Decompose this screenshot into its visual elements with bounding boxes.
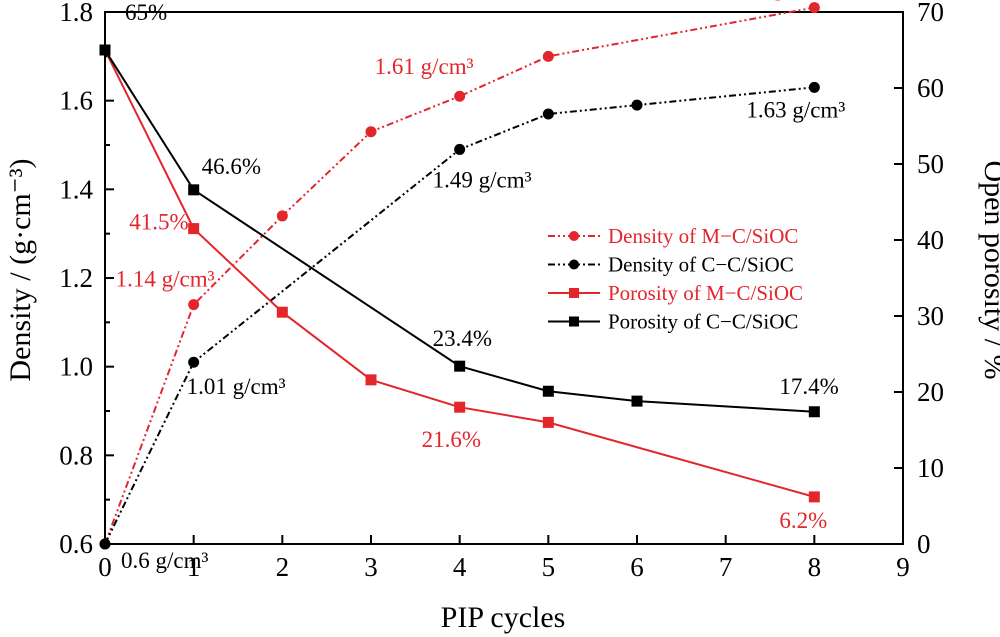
x-tick-label: 6 <box>630 552 644 582</box>
x-tick-label: 3 <box>364 552 378 582</box>
series-point-2 <box>276 306 288 318</box>
legend: Density of M−C/SiOC Density of C−C/SiOC Po… <box>548 224 803 334</box>
series-point-3 <box>454 360 466 372</box>
series-point-2 <box>808 491 820 503</box>
series-point-2 <box>542 416 554 428</box>
series-point-1 <box>808 81 820 93</box>
series-point-0 <box>808 2 820 14</box>
plot-frame <box>104 11 904 545</box>
data-label: 6.2% <box>779 508 827 533</box>
data-label: 23.4% <box>433 326 492 351</box>
y-right-tick-label: 20 <box>917 377 944 407</box>
series-point-0 <box>454 90 466 102</box>
y-right-tick-label: 30 <box>917 301 944 331</box>
series-point-1 <box>631 99 643 111</box>
series-point-1 <box>99 538 111 550</box>
y-left-tick-label: 1.0 <box>59 352 93 382</box>
series-line-3 <box>104 49 815 413</box>
x-tick-label: 4 <box>453 552 467 582</box>
x-tick-label: 2 <box>276 552 290 582</box>
y-left-tick-label: 1.2 <box>59 263 93 293</box>
y-right-tick-label: 0 <box>917 529 931 559</box>
y-right-axis-title: Open porosity / % <box>978 160 1000 379</box>
x-tick-label: 9 <box>896 552 910 582</box>
series-point-0 <box>542 50 554 62</box>
y-right-tick-label: 60 <box>917 73 944 103</box>
annotation-layer: 65% 46.6% 41.5% 1.14 g/cm³ 1.01 g/cm³ 1.61 g/… <box>116 0 846 573</box>
y-left-tick-label: 1.6 <box>59 86 93 116</box>
data-label: 65% <box>125 0 167 25</box>
y-left-tick-label: 0.8 <box>59 440 93 470</box>
legend-label-3: Porosity of C−C/SiOC <box>608 310 798 334</box>
series-point-1 <box>454 143 466 155</box>
legend-marker-2 <box>569 288 579 298</box>
y-right-tick-label: 50 <box>917 149 944 179</box>
x-tick-label: 8 <box>808 552 822 582</box>
x-tick-label: 7 <box>719 552 733 582</box>
data-label: 46.6% <box>202 154 261 179</box>
legend-marker-0 <box>569 231 579 241</box>
series-point-1 <box>188 356 200 368</box>
legend-label-0: Density of M−C/SiOC <box>608 224 798 248</box>
series-point-0 <box>365 126 377 138</box>
y-left-tick-label: 1.8 <box>59 0 93 27</box>
y-right-tick-label: 10 <box>917 453 944 483</box>
series-point-0 <box>188 299 200 311</box>
legend-label-1: Density of C−C/SiOC <box>608 253 794 277</box>
series-point-2 <box>188 223 200 235</box>
data-label: 41.5% <box>129 210 188 235</box>
series-point-2 <box>365 374 377 386</box>
series-point-3 <box>188 184 200 196</box>
x-tick-label: 0 <box>98 552 112 582</box>
data-label: 1.81 g/cm³ <box>726 0 825 1</box>
y-left-tick-label: 0.6 <box>59 529 93 559</box>
series-point-3 <box>542 385 554 397</box>
y-left-tick-label: 1.4 <box>59 174 93 204</box>
series-point-0 <box>276 210 288 222</box>
data-label: 1.01 g/cm³ <box>187 374 286 399</box>
data-label: 21.6% <box>422 427 481 452</box>
data-label: 17.4% <box>779 374 838 399</box>
legend-marker-3 <box>569 316 579 327</box>
y-left-axis-title: Density / (g·cm⁻³) <box>4 158 37 381</box>
data-label: 1.49 g/cm³ <box>433 167 532 192</box>
data-label: 1.14 g/cm³ <box>116 267 215 292</box>
data-label: 0.6 g/cm³ <box>121 548 208 573</box>
series-point-3 <box>99 44 111 56</box>
x-axis-title: PIP cycles <box>441 601 566 634</box>
legend-label-2: Porosity of M−C/SiOC <box>608 281 803 305</box>
x-tick-label: 1 <box>187 552 201 582</box>
y-right-tick-label: 70 <box>917 0 944 27</box>
data-label: 1.63 g/cm³ <box>746 97 845 122</box>
series-line-1 <box>104 86 815 545</box>
series-point-3 <box>808 406 820 418</box>
data-label: 1.61 g/cm³ <box>375 54 474 79</box>
y-right-tick-label: 40 <box>917 225 944 255</box>
legend-marker-1 <box>569 259 579 270</box>
x-tick-label: 5 <box>542 552 556 582</box>
axes-layer: 0 1 2 3 4 5 6 7 8 9 0.6 0.8 1.0 1.2 1.4 1.6 1.8 0 10 20 30 40… <box>59 0 944 582</box>
series-layer <box>99 2 820 550</box>
series-point-2 <box>454 401 466 413</box>
series-point-1 <box>542 108 554 120</box>
series-point-3 <box>631 395 643 407</box>
